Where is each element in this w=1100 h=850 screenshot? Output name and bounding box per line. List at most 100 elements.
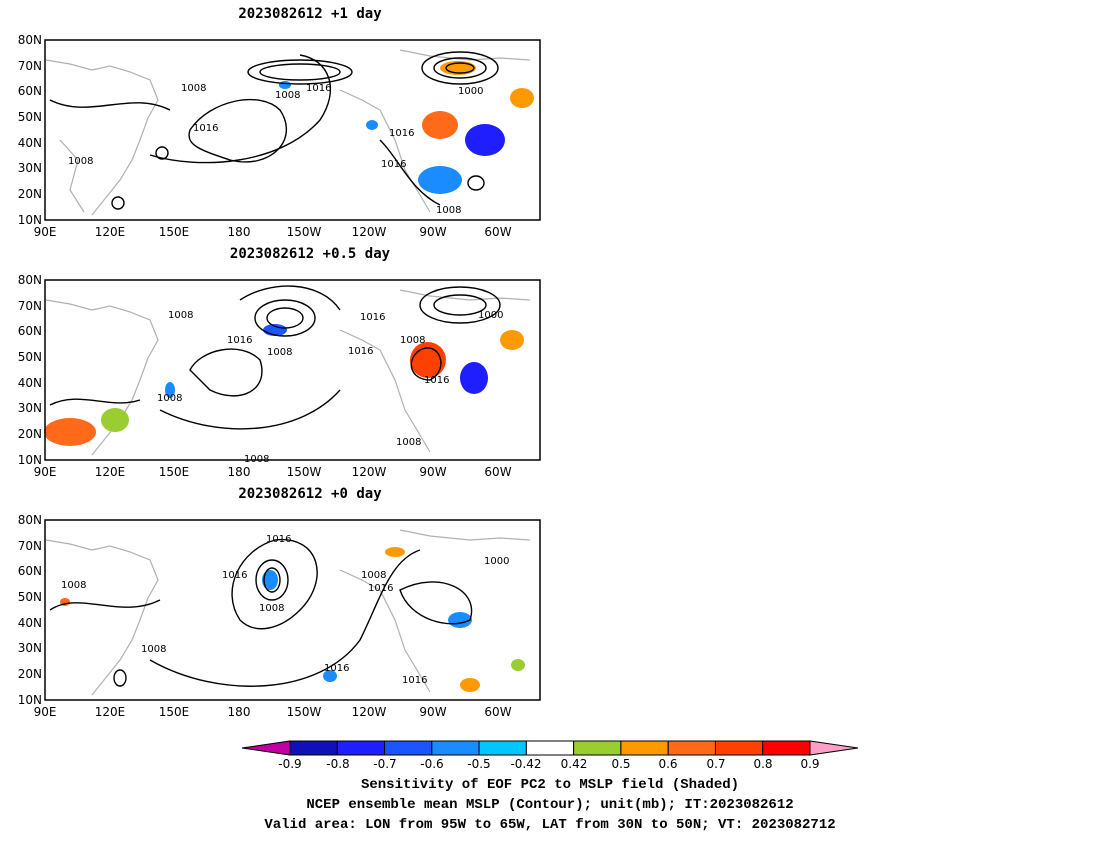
contour-label: 1008 [168,310,193,321]
x-tick-label: 60W [484,225,511,239]
y-tick-label: 10N [18,693,42,707]
map-panel-2: 2023082612 +0.5 day 10 [0,240,560,480]
y-tick-label: 20N [18,187,42,201]
x-tick-label: 90E [34,225,57,239]
y-tick-label: 70N [18,299,42,313]
y-axis: 80N 70N 60N 50N 40N 30N 20N 10N [18,33,42,227]
colorbar-labels: -0.9 -0.8 -0.7 -0.6 -0.5 -0.42 0.42 0.5 … [278,757,819,771]
y-tick-label: 60N [18,84,42,98]
x-tick-label: 120E [95,465,126,479]
contour-labels: 1008 1016 1008 1016 1016 1000 1016 1008 … [68,83,483,216]
x-tick-label: 150E [159,465,190,479]
contour-label: 1016 [227,335,252,346]
colorbar-swatch [620,740,669,756]
contour-label: 1008 [61,580,86,591]
contour-label: 1016 [389,128,414,139]
contours [49,51,499,210]
colorbar-label: 0.9 [800,757,819,771]
contour-label: 1016 [348,346,373,357]
x-tick-label: 90E [34,465,57,479]
shading [60,547,525,692]
map-plot: 1016 1016 1008 1008 1008 1016 1000 1008 … [18,513,541,719]
colorbar-label: 0.5 [611,757,630,771]
x-tick-label: 60W [484,705,511,719]
map-plot: 1008 1016 1008 1016 1016 1000 1008 1016 … [18,273,541,479]
y-tick-label: 30N [18,161,42,175]
colorbar: -0.9 -0.8 -0.7 -0.6 -0.5 -0.42 0.42 0.5 … [241,740,859,771]
x-tick-label: 180 [228,465,251,479]
y-tick-label: 20N [18,427,42,441]
panel-title: 2023082612 +0.5 day [229,246,391,262]
contour-label: 1016 [222,570,247,581]
contour-label: 1016 [324,663,349,674]
y-tick-label: 40N [18,136,42,150]
y-axis: 80N 70N 60N 50N 40N 30N 20N 10N [18,513,42,707]
y-tick-label: 40N [18,616,42,630]
contour-label: 1016 [424,375,449,386]
contour-label: 1016 [193,123,218,134]
plot-frame [44,279,541,461]
x-tick-label: 60W [484,465,511,479]
footer-line-2: NCEP ensemble mean MSLP (Contour); unit(… [306,797,794,813]
x-tick-label: 180 [228,225,251,239]
x-axis: 90E 120E 150E 180 150W 120W 90W 60W [34,705,512,719]
x-axis: 90E 120E 150E 180 150W 120W 90W 60W [34,465,512,479]
y-tick-label: 30N [18,641,42,655]
coastlines [45,529,531,696]
y-tick-label: 10N [18,213,42,227]
colorbar-label: -0.7 [373,757,396,771]
contour-label: 1000 [458,86,483,97]
map-panel-3: 2023082612 +0 day 1016 1016 [0,480,560,720]
colorbar-swatch [525,740,575,756]
y-tick-label: 80N [18,513,42,527]
contour-label: 1008 [267,347,292,358]
colorbar-label: 0.8 [753,757,772,771]
colorbar-swatch [478,740,527,756]
x-tick-label: 120W [352,465,387,479]
contour-label: 1008 [275,90,300,101]
x-tick-label: 150W [287,225,322,239]
panel-title: 2023082612 +0 day [238,486,382,502]
map-panel-1: 2023082612 +1 day [0,0,560,240]
y-tick-label: 80N [18,33,42,47]
contour-label: 1016 [381,159,406,170]
panel-title: 2023082612 +1 day [238,6,382,22]
colorbar-label: -0.6 [420,757,443,771]
colorbar-end-low [241,740,291,756]
x-tick-label: 150W [287,465,322,479]
footer-line-3: Valid area: LON from 95W to 65W, LAT fro… [264,817,836,833]
y-tick-label: 60N [18,564,42,578]
contour-label: 1000 [478,310,503,321]
contour-label: 1008 [361,570,386,581]
colorbar-label: -0.42 [510,757,541,771]
colorbar-swatch [336,740,386,756]
x-tick-label: 150W [287,705,322,719]
colorbar-swatch [573,740,622,756]
x-tick-label: 150E [159,225,190,239]
contour-labels: 1008 1016 1008 1016 1016 1000 1008 1016 … [157,310,503,465]
x-tick-label: 120E [95,705,126,719]
colorbar-label: -0.5 [467,757,490,771]
y-tick-label: 50N [18,590,42,604]
y-tick-label: 50N [18,350,42,364]
x-tick-label: 90W [419,465,446,479]
colorbar-label: 0.6 [658,757,677,771]
colorbar-swatch [431,740,480,756]
contour-label: 1008 [181,83,206,94]
contour-label: 1016 [266,534,291,545]
y-tick-label: 70N [18,539,42,553]
contour-label: 1016 [368,583,393,594]
x-axis: 90E 120E 150E 180 150W 120W 90W 60W [34,225,512,239]
x-tick-label: 90E [34,705,57,719]
contours [49,285,501,430]
y-tick-label: 30N [18,401,42,415]
colorbar-end-high [809,740,859,756]
contour-label: 1008 [157,393,182,404]
contours [49,539,473,687]
colorbar-swatch [384,740,433,756]
coastlines [45,49,531,216]
colorbar-swatch [289,740,338,756]
contour-label: 1016 [402,675,427,686]
x-tick-label: 90W [419,705,446,719]
contour-label: 1008 [436,205,461,216]
